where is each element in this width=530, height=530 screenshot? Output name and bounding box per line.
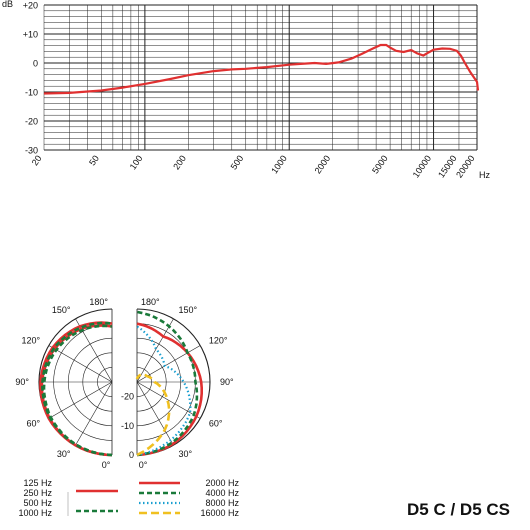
legend-label: 1000 Hz <box>18 508 52 518</box>
polar-angle-label: 150° <box>52 305 71 315</box>
polar-angle-label: 90° <box>15 377 29 387</box>
legend-label: 2000 Hz <box>205 478 239 488</box>
polar-angle-label: 30° <box>179 449 193 459</box>
y-tick-label: -20 <box>25 117 38 127</box>
x-tick-label: 50 <box>87 153 101 167</box>
polar-spoke <box>136 381 201 419</box>
polar-spoke <box>136 381 174 446</box>
x-tick-label: 20000 <box>454 153 477 179</box>
polar-angle-label: 60° <box>26 419 40 429</box>
polar-level-label: 0 <box>129 450 134 460</box>
polar-level-label: -10 <box>121 421 134 431</box>
polar-angle-label: 90° <box>220 377 234 387</box>
polar-curve-8000hz <box>136 325 192 457</box>
polar-curve-2000hz <box>136 322 203 457</box>
x-tick-label: 200 <box>171 153 188 171</box>
polar-curve-16000hz <box>135 373 171 457</box>
polar-curve-4000hz <box>136 310 199 457</box>
legend-label: 125 Hz <box>23 478 52 488</box>
polar-curve-125hz <box>39 321 113 457</box>
polar-angle-label: 150° <box>179 305 198 315</box>
polar-right-half-curves <box>135 310 203 457</box>
frequency-y-tick-labels: +20 +10 0 -10 -20 -30 <box>23 1 38 156</box>
legend-label: 500 Hz <box>23 498 52 508</box>
x-tick-label: 1000 <box>269 153 289 175</box>
polar-angle-label: 0° <box>139 460 148 470</box>
polar-curve-250hz <box>40 324 113 457</box>
legend-label: 250 Hz <box>23 488 52 498</box>
frequency-response-chart: +20 +10 0 -10 -20 -30 20 50 100 200 500 1000 2000 50… <box>2 0 490 180</box>
y-tick-label: +20 <box>23 1 38 11</box>
x-tick-label: 5000 <box>370 153 390 175</box>
x-tick-label: 500 <box>229 153 246 171</box>
polar-left-half-curves <box>39 321 113 457</box>
y-tick-label: 0 <box>33 59 38 69</box>
x-tick-label: 20 <box>30 153 44 167</box>
polar-angle-label: 0° <box>102 460 111 470</box>
polar-curve-1000hz <box>42 324 113 457</box>
model-name: D5 C / D5 CS <box>407 500 510 519</box>
polar-angle-label: 180° <box>141 297 160 307</box>
polar-spoke <box>48 381 113 419</box>
y-axis-label: dB <box>2 0 13 9</box>
polar-level-label: -20 <box>121 392 134 402</box>
frequency-grid <box>43 4 478 151</box>
legend-label: 8000 Hz <box>205 498 239 508</box>
y-tick-label: +10 <box>23 30 38 40</box>
polar-level-labels: -20 -10 0 <box>121 392 134 460</box>
polar-angle-labels: 180° 180° 150° 150° 120° 120° 90° 90° 60° 60° 30° 3… <box>15 297 234 470</box>
polar-spoke <box>48 345 113 383</box>
polar-angle-label: 180° <box>89 297 108 307</box>
y-tick-label: -10 <box>25 88 38 98</box>
polar-spoke <box>75 381 113 446</box>
polar-spoke <box>136 318 174 383</box>
polar-pattern-chart: 180° 180° 150° 150° 120° 120° 90° 90° 60° 60° 30° 3… <box>15 297 234 470</box>
x-axis-unit-label: Hz <box>479 170 490 180</box>
legend-label: 4000 Hz <box>205 488 239 498</box>
x-tick-label: 10000 <box>411 153 434 179</box>
polar-angle-label: 30° <box>57 449 71 459</box>
legend-label: 16000 Hz <box>200 508 239 518</box>
polar-angle-label: 60° <box>209 419 223 429</box>
y-tick-label: -30 <box>25 146 38 156</box>
frequency-response-curve <box>43 43 480 95</box>
x-tick-label: 100 <box>128 153 145 171</box>
polar-angle-label: 120° <box>21 336 40 346</box>
polar-angle-label: 120° <box>209 336 228 346</box>
x-tick-label: 2000 <box>313 153 333 175</box>
polar-curve-500hz <box>41 321 113 457</box>
